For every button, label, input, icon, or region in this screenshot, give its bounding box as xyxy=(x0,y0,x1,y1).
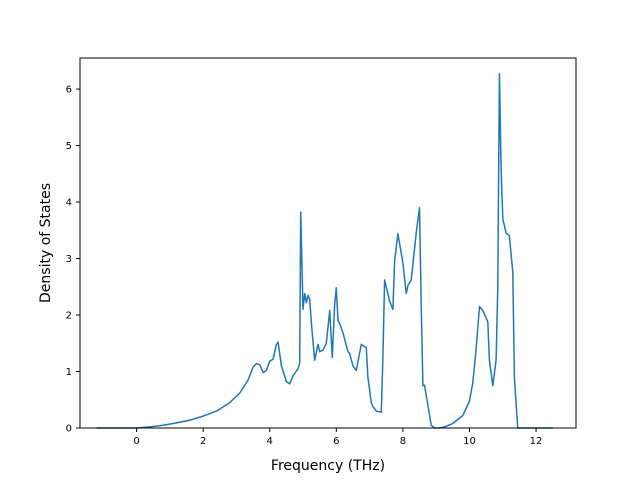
y-tick-label: 3 xyxy=(66,254,72,265)
x-axis-label: Frequency (THz) xyxy=(271,458,385,474)
x-tick-label: 10 xyxy=(463,436,476,447)
x-tick-label: 2 xyxy=(200,436,206,447)
y-axis-ticks: 0 1 2 3 4 5 6 xyxy=(66,85,80,435)
x-tick-label: 6 xyxy=(333,436,339,447)
x-tick-label: 12 xyxy=(530,436,543,447)
x-tick-label: 4 xyxy=(267,436,273,447)
y-axis-label: Density of States xyxy=(38,183,54,303)
y-tick-label: 6 xyxy=(66,85,72,96)
dos-series-line xyxy=(96,73,553,429)
y-tick-label: 5 xyxy=(66,141,72,152)
y-tick-label: 2 xyxy=(66,311,72,322)
y-tick-label: 1 xyxy=(66,367,72,378)
x-axis-ticks: 0 2 4 6 8 10 12 xyxy=(133,428,542,447)
x-tick-label: 0 xyxy=(133,436,139,447)
y-tick-label: 0 xyxy=(66,424,72,435)
y-tick-label: 4 xyxy=(66,198,72,209)
axes-frame xyxy=(79,57,577,429)
plot-area xyxy=(96,73,553,429)
x-tick-label: 8 xyxy=(400,436,406,447)
